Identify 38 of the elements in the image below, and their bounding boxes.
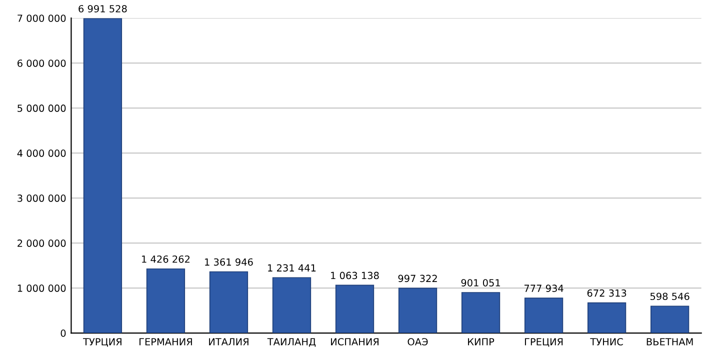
x-tick-label: ТАИЛАНД	[267, 338, 316, 347]
bar	[650, 306, 690, 334]
data-label: 901 051	[461, 279, 500, 286]
data-label: 672 313	[587, 289, 626, 297]
data-label: 777 934	[524, 284, 564, 292]
y-tick-label: 1 000 000	[18, 284, 66, 292]
y-tick-label: 2 000 000	[18, 240, 66, 247]
x-tick-label: ИСПАНИЯ	[331, 338, 378, 346]
x-tick-label: ТУНИС	[590, 338, 623, 346]
data-label: 1 426 262	[142, 255, 190, 263]
bar	[272, 277, 312, 334]
data-label: 1 231 441	[268, 264, 316, 272]
bar	[209, 271, 248, 334]
y-tick-label: 4 000 000	[17, 150, 66, 157]
data-label: 598 546	[650, 292, 690, 300]
bar	[398, 288, 438, 334]
y-tick-label: 0	[60, 330, 66, 337]
bar	[83, 18, 122, 334]
x-tick-label: ОАЭ	[408, 338, 428, 346]
x-tick-label: ИТАЛИЯ	[209, 338, 248, 346]
y-tick-label: 6 000 000	[18, 60, 66, 67]
bar	[461, 292, 500, 334]
y-tick-label: 7 000 000	[18, 14, 66, 22]
x-tick-label: ВЬЕТНАМ	[646, 338, 693, 346]
data-label: 1 063 138	[331, 272, 379, 280]
x-tick-label: ГЕРМАНИЯ	[140, 338, 192, 346]
bar	[146, 268, 186, 334]
x-tick-label: КИПР	[468, 338, 494, 346]
bar	[524, 298, 564, 334]
y-tick-label: 3 000 000	[18, 194, 66, 202]
x-tick-label: ГРЕЦИЯ	[524, 338, 563, 347]
data-label: 1 361 946	[205, 258, 253, 266]
data-label: 997 322	[398, 274, 437, 282]
bar	[335, 284, 374, 334]
y-tick-label: 5 000 000	[18, 104, 66, 112]
x-tick-label: ТУРЦИЯ	[83, 338, 122, 347]
data-label: 6 991 528	[78, 5, 127, 12]
bar	[587, 302, 626, 334]
